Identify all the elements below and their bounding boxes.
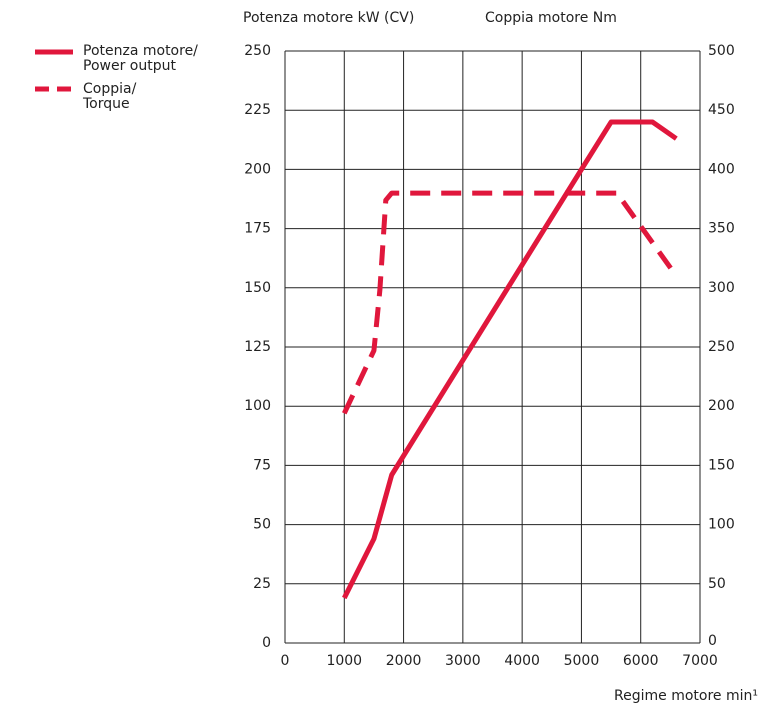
- x-tick-label: 7000: [682, 653, 718, 669]
- y2-tick-label: 450: [708, 102, 735, 118]
- y-tick-label: 75: [253, 457, 271, 473]
- y2-tick-label: 300: [708, 280, 735, 296]
- y2-tick-label: 0: [708, 633, 717, 649]
- y2-tick-label: 350: [708, 221, 735, 237]
- y-axis-title: Potenza motore kW (CV): [243, 10, 414, 26]
- y-tick-label: 225: [244, 102, 271, 118]
- y-tick-label: 100: [244, 398, 271, 414]
- x-tick-label: 0: [281, 653, 290, 669]
- y2-axis-title: Coppia motore Nm: [485, 10, 617, 26]
- y-tick-label: 50: [253, 517, 271, 533]
- y2-tick-label: 50: [708, 576, 726, 592]
- y2-tick-label: 250: [708, 339, 735, 355]
- y2-tick-label: 150: [708, 457, 735, 473]
- x-tick-label: 2000: [386, 653, 422, 669]
- y2-tick-label: 500: [708, 43, 735, 59]
- series-line: [342, 190, 679, 415]
- legend-label: Coppia/ Torque: [83, 81, 137, 112]
- legend-label: Potenza motore/ Power output: [83, 43, 198, 74]
- y-tick-label: 200: [244, 161, 271, 177]
- y-tick-label: 125: [244, 339, 271, 355]
- series-line: [342, 119, 678, 600]
- y2-tick-label: 400: [708, 161, 735, 177]
- y-tick-label: 0: [262, 635, 271, 651]
- y-tick-label: 175: [244, 221, 271, 237]
- y-tick-label: 250: [244, 43, 271, 59]
- x-tick-label: 4000: [504, 653, 540, 669]
- y-tick-label: 25: [253, 576, 271, 592]
- x-tick-label: 1000: [326, 653, 362, 669]
- y2-tick-label: 200: [708, 398, 735, 414]
- x-tick-label: 3000: [445, 653, 481, 669]
- x-tick-label: 5000: [564, 653, 600, 669]
- y2-tick-label: 100: [708, 517, 735, 533]
- x-axis-title: Regime motore min¹: [614, 688, 758, 704]
- x-tick-label: 6000: [623, 653, 659, 669]
- y-tick-label: 150: [244, 280, 271, 296]
